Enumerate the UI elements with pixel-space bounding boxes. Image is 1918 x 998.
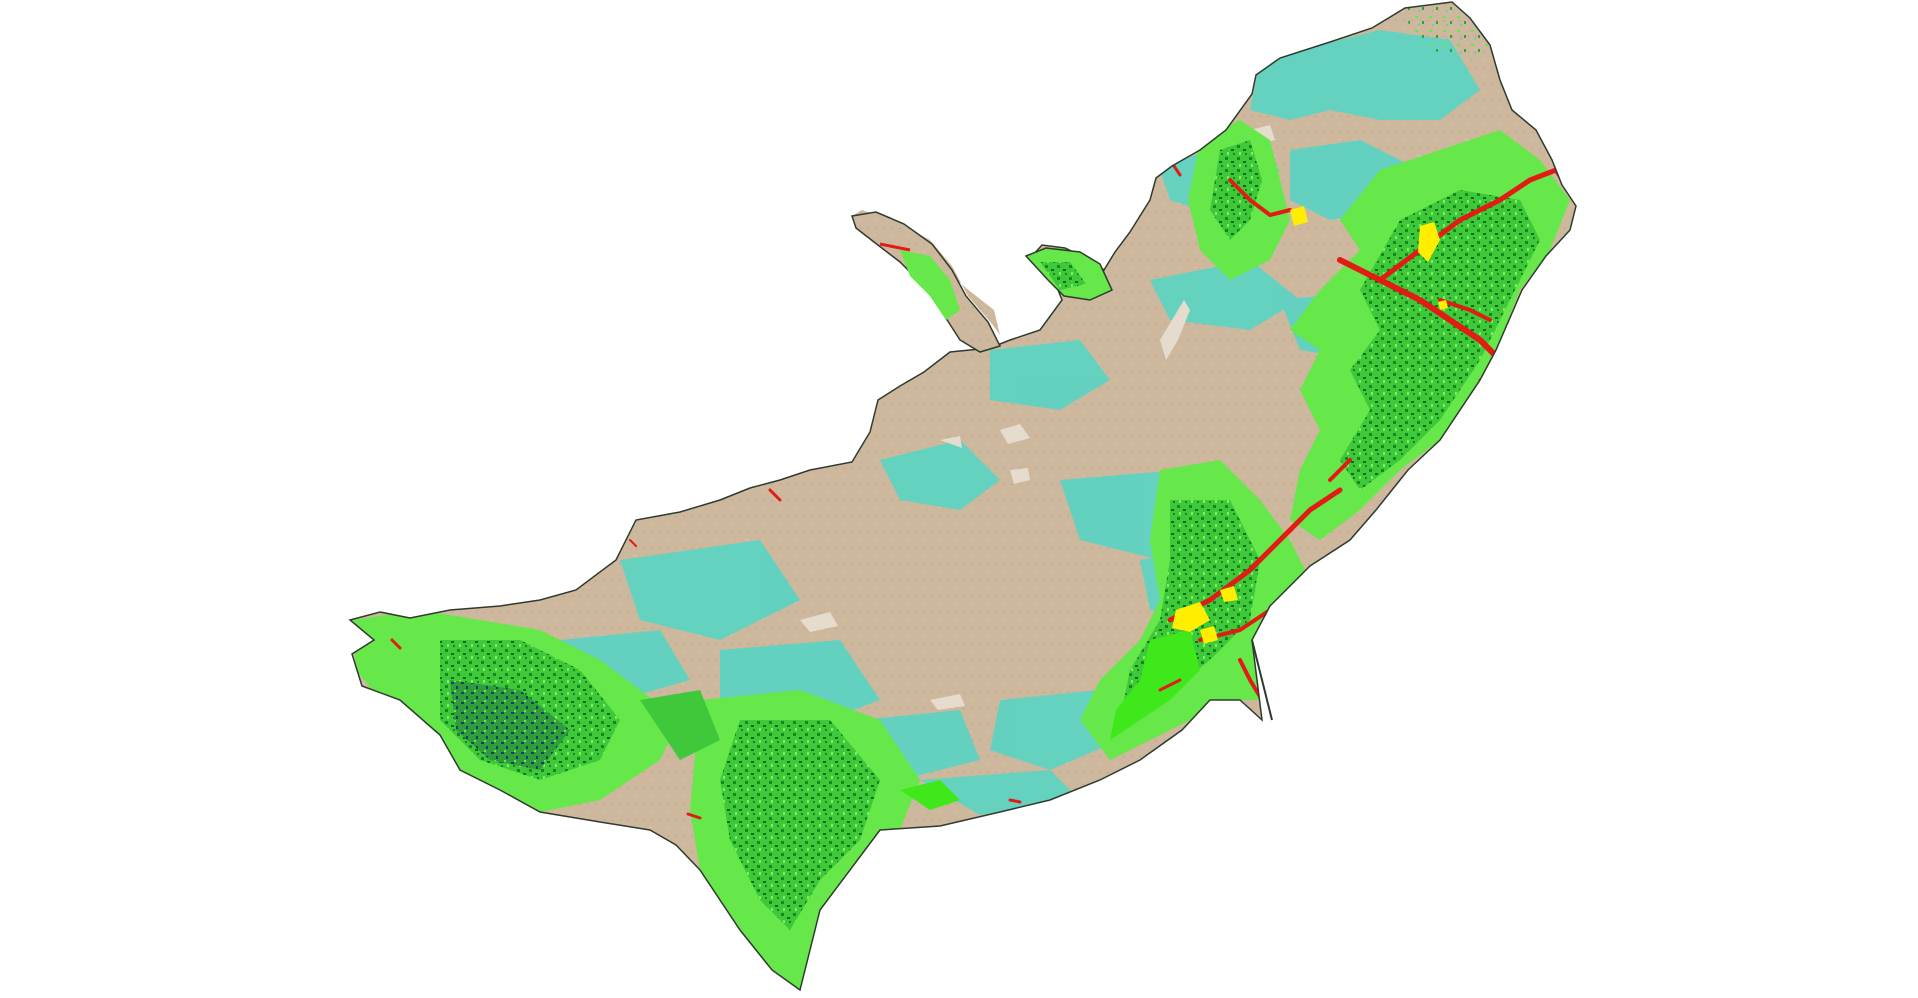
southeast-spur (1251, 639, 1273, 721)
class-urban-built-up (698, 206, 1448, 888)
region-boundary[interactable] (348, 1, 1577, 992)
land-cover-layers (350, 2, 1576, 990)
northern-arm-extension (851, 211, 1002, 353)
central-lobe-extension (1024, 247, 1113, 301)
class-wetland-area (900, 630, 1200, 810)
